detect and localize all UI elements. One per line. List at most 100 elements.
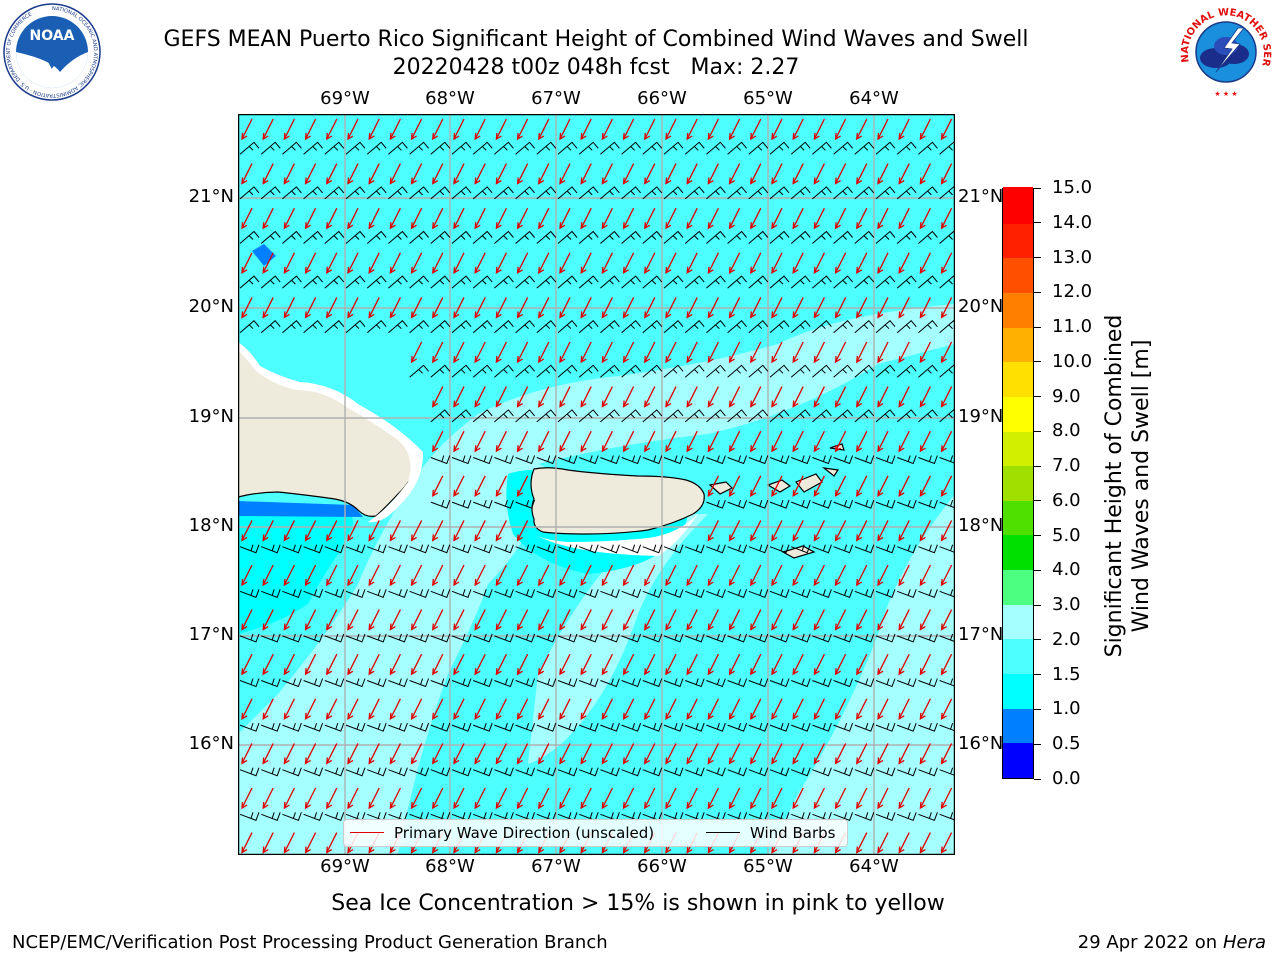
wind-barb: [918, 678, 938, 688]
wave-direction-arrow: [538, 609, 550, 631]
wave-direction-arrow: [538, 698, 550, 721]
wave-direction-arrow: [516, 207, 529, 230]
wave-direction-legend-label: Primary Wave Direction (unscaled): [394, 824, 655, 842]
wave-direction-arrow: [304, 698, 317, 721]
wind-barb: [367, 589, 387, 598]
wave-direction-arrow: [707, 118, 719, 141]
wave-direction-arrow: [728, 520, 741, 542]
wind-barb: [557, 364, 578, 378]
wave-direction-arrow: [856, 252, 868, 275]
wave-direction-arrow: [368, 698, 380, 721]
wind-barb: [896, 186, 917, 200]
wind-barb: [854, 275, 875, 289]
wind-barb: [303, 141, 323, 155]
wind-barb: [769, 589, 790, 598]
wave-direction-arrow: [368, 743, 380, 765]
wave-direction-arrow: [919, 386, 931, 408]
wind-barb: [430, 455, 451, 465]
wind-barb: [621, 678, 642, 688]
colorbar-segment: [1003, 256, 1033, 293]
wind-barb: [706, 186, 726, 200]
wave-direction-arrow: [453, 386, 465, 408]
wind-barb: [366, 275, 387, 289]
wave-direction-arrow: [856, 430, 868, 453]
wave-direction-arrow: [644, 698, 656, 721]
wave-direction-arrow: [432, 386, 444, 408]
wind-barb: [706, 455, 726, 465]
wind-barb: [748, 633, 769, 643]
wave-direction-arrow: [622, 653, 635, 676]
wave-direction-arrow: [241, 252, 253, 275]
wind-barb: [791, 678, 811, 688]
wave-direction-arrow: [241, 698, 253, 721]
wave-direction-arrow: [368, 609, 380, 631]
wave-direction-swatch: [350, 832, 384, 833]
wave-direction-arrow: [601, 163, 613, 185]
colorbar-tick-label: 0.0: [1052, 768, 1081, 789]
wind-barb: [557, 186, 578, 200]
wind-barb: [748, 544, 769, 554]
wind-barb: [812, 275, 832, 289]
wave-direction-arrow: [792, 341, 804, 364]
wind-barb: [939, 812, 955, 821]
wind-barb: [642, 589, 663, 598]
wave-direction-arrow: [432, 118, 444, 141]
wind-barb: [430, 275, 451, 289]
wave-direction-arrow: [601, 787, 613, 810]
wind-barb: [600, 141, 620, 155]
wind-barb: [451, 499, 472, 509]
lon-label-top: 67°W: [531, 88, 581, 109]
wave-direction-arrow: [601, 386, 613, 408]
wave-direction-arrow: [750, 430, 762, 453]
wave-direction-arrow: [347, 743, 359, 765]
lat-label-left: 16°N: [188, 733, 234, 754]
wind-barb: [812, 633, 832, 643]
wind-barb: [600, 633, 620, 643]
wave-direction-arrow: [644, 386, 656, 408]
colorbar-segment: [1003, 499, 1033, 536]
wave-direction-arrow: [304, 564, 317, 587]
wind-barb: [939, 230, 955, 244]
wave-direction-arrow: [262, 118, 274, 141]
wave-direction-arrow: [686, 743, 698, 765]
wave-direction-arrow: [877, 475, 889, 498]
wave-direction-arrow: [792, 698, 804, 721]
wave-direction-arrow: [326, 787, 338, 810]
colorbar-segment: [1003, 325, 1033, 363]
wave-direction-arrow: [813, 743, 825, 765]
wind-barb: [536, 544, 557, 554]
wind-barb: [557, 544, 578, 554]
wave-direction-arrow: [347, 297, 359, 319]
wave-direction-arrow: [750, 653, 762, 676]
wind-barb: [939, 364, 955, 378]
wave-direction-arrow: [686, 564, 698, 587]
wind-barb: [833, 230, 853, 244]
wind-barb: [451, 544, 472, 554]
wind-barb: [727, 678, 748, 688]
wind-barb: [366, 319, 387, 334]
wave-direction-arrow: [538, 207, 550, 230]
wave-direction-arrow: [516, 118, 529, 141]
wind-barb: [494, 767, 514, 777]
colorbar-tick-mark: [1034, 639, 1041, 641]
wind-barb: [621, 409, 641, 423]
colorbar-tick-label: 13.0: [1052, 246, 1093, 268]
wind-barb: [685, 633, 705, 643]
wind-barb: [367, 722, 387, 732]
wave-direction-arrow: [347, 118, 359, 141]
wave-direction-arrow: [453, 118, 465, 141]
wave-direction-arrow: [834, 118, 847, 141]
wind-barb: [451, 767, 472, 777]
wind-barb: [303, 275, 323, 289]
wave-direction-arrow: [432, 698, 444, 721]
wind-barb: [536, 767, 557, 777]
colorbar-tick-mark: [1034, 291, 1041, 293]
wind-barb: [939, 409, 955, 423]
wave-direction-arrow: [665, 430, 677, 453]
wave-direction-arrow: [834, 386, 847, 408]
wind-barb: [409, 319, 429, 334]
wave-direction-arrow: [347, 564, 359, 587]
wave-direction-arrow: [771, 475, 783, 498]
wind-barb: [790, 275, 811, 289]
wind-barb: [833, 589, 854, 598]
